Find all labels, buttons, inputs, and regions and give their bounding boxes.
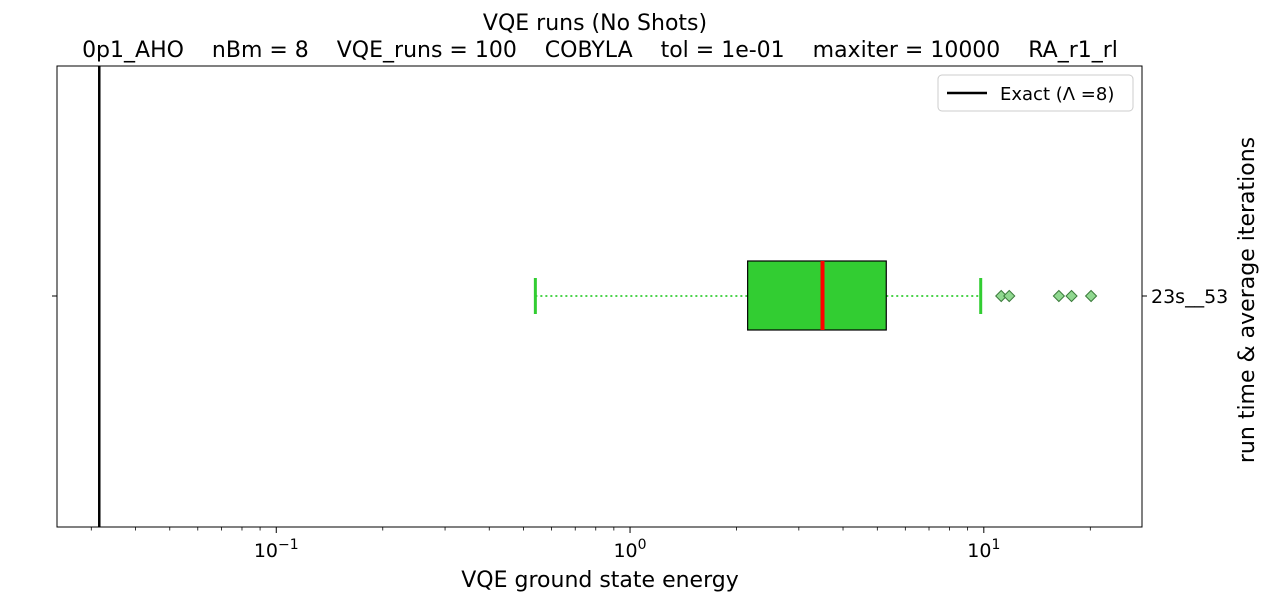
legend: Exact (Λ =8)	[937, 74, 1134, 112]
data-marks	[98, 66, 1098, 527]
iqr-box	[747, 260, 887, 331]
x-tick-label: 101	[967, 537, 1000, 562]
outlier-point	[1065, 289, 1078, 303]
outlier-point	[1084, 289, 1098, 303]
x-tick-label: 100	[613, 537, 646, 562]
x-tick-label: 10−1	[254, 537, 299, 562]
legend-exact-label: Exact (Λ =8)	[1000, 84, 1114, 105]
outlier-point	[1052, 289, 1066, 303]
legend-box	[937, 74, 1134, 112]
chart-title: VQE runs (No Shots)	[483, 11, 707, 36]
x-axis-ticks: 10−1 100 101	[254, 527, 1000, 562]
x-axis-label: VQE ground state energy	[461, 568, 738, 593]
y-tick-label: 23s__53	[1151, 286, 1228, 308]
outlier-point	[1003, 289, 1016, 303]
chart-subtitle: 0p1_AHO nBm = 8 VQE_runs = 100 COBYLA to…	[82, 38, 1118, 63]
x-axis-minor-ticks	[90, 527, 1091, 531]
y-axis-label: run time & average iterations	[1235, 137, 1260, 463]
